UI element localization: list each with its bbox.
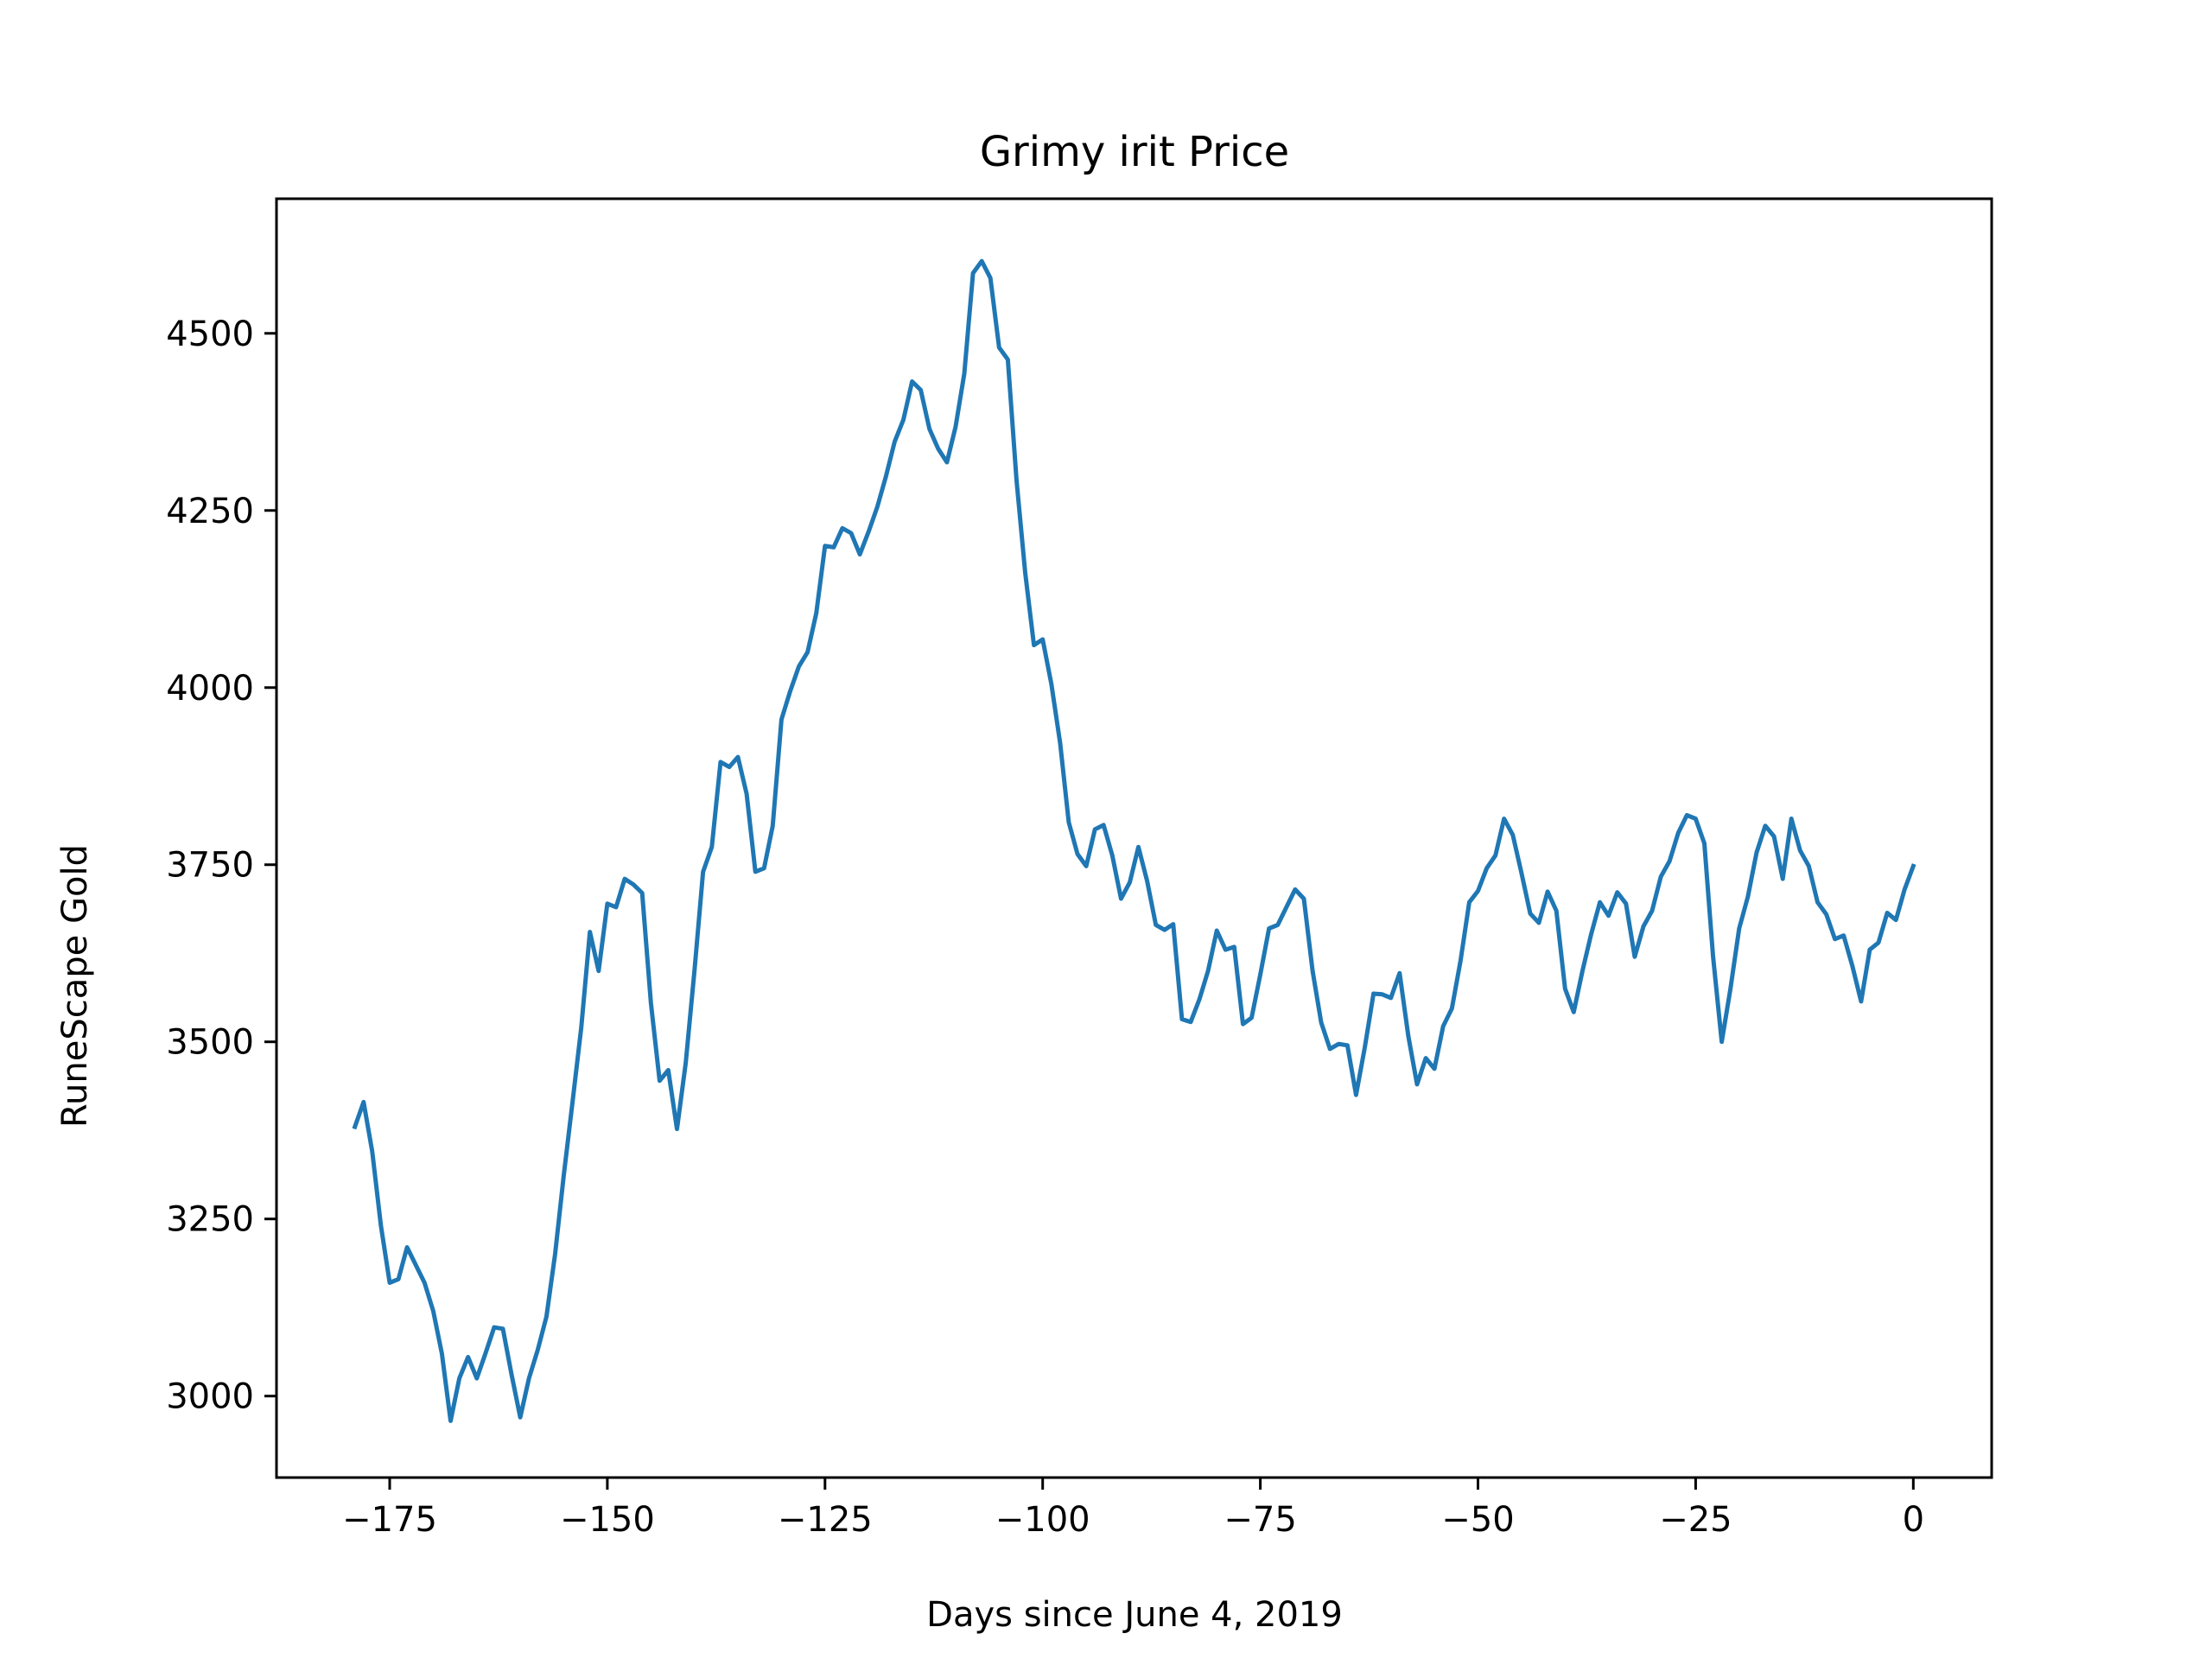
x-tick-label: −50 [1441, 1500, 1514, 1540]
x-tick-label: −150 [560, 1500, 655, 1540]
y-tick-label: 4500 [166, 315, 254, 354]
x-tick-label: 0 [1903, 1500, 1924, 1540]
y-tick-label: 3750 [166, 846, 254, 886]
chart-title: Grimy irit Price [980, 128, 1289, 176]
x-tick-label: −75 [1224, 1500, 1296, 1540]
y-tick-label: 4250 [166, 492, 254, 531]
series-layer [352, 258, 1916, 1423]
axis-ticks: −175 −150 −125 −100 −75 −50 −25 0 3000 3250 3500 37… [166, 315, 1924, 1540]
y-tick-label: 3500 [166, 1023, 254, 1063]
plot-frame [275, 197, 1993, 1479]
y-tick-label: 3000 [166, 1377, 254, 1417]
x-tick-label: −25 [1659, 1500, 1732, 1540]
y-tick-label: 3250 [166, 1200, 254, 1240]
y-tick-label: 4000 [166, 669, 254, 709]
x-axis-label: Days since June 4, 2019 [926, 1595, 1343, 1635]
x-tick-label: −175 [342, 1500, 437, 1540]
y-axis-label: RuneScape Gold [55, 844, 95, 1128]
x-tick-label: −125 [778, 1500, 873, 1540]
x-tick-label: −100 [995, 1500, 1090, 1540]
series-line [352, 258, 1916, 1423]
